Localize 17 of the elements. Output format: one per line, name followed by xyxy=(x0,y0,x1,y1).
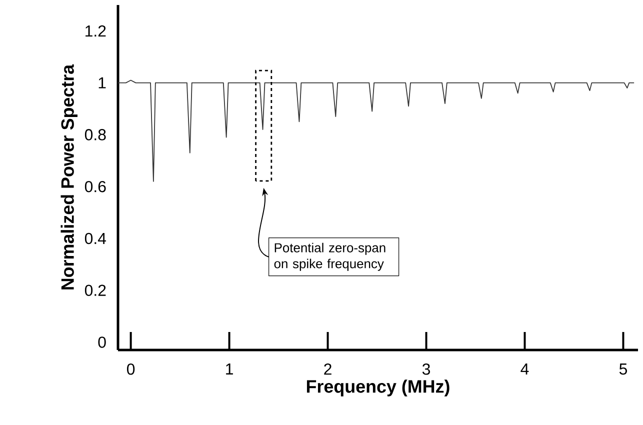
y-tick-label: 1 xyxy=(98,77,106,88)
x-tick-label: 4 xyxy=(520,364,529,374)
y-tick-label: 0.6 xyxy=(84,180,106,192)
x-tick-label: 1 xyxy=(226,364,233,374)
y-tick-label: 0.2 xyxy=(84,284,106,296)
y-tick-label: 1.2 xyxy=(86,25,106,36)
x-axis-title: Frequency (MHz) xyxy=(306,380,450,396)
y-tick-label: 0 xyxy=(98,336,106,348)
y-tick-label: 0.4 xyxy=(84,232,106,244)
line-series xyxy=(118,80,635,182)
y-axis-title: Normalized Power Spectra xyxy=(60,64,78,290)
x-tick-label: 5 xyxy=(619,364,627,375)
y-tick-label: 0.8 xyxy=(84,129,106,140)
annotation: Potential zero-span on spike frequency xyxy=(274,242,386,271)
x-tick-label: 0 xyxy=(126,364,135,375)
x-tick-label: 3 xyxy=(422,364,430,375)
x-tick-label: 2 xyxy=(324,364,332,375)
